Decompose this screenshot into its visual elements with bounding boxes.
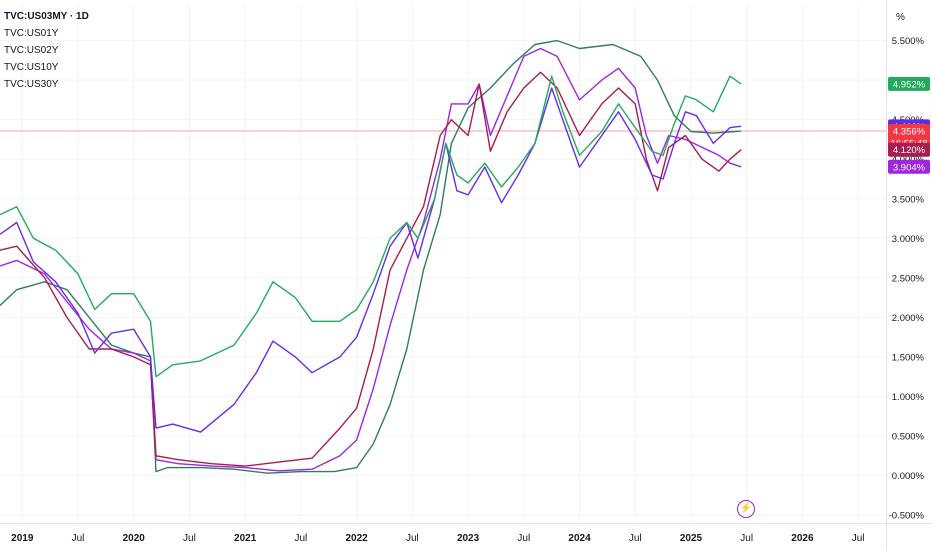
time-tick-label: 2024: [568, 533, 591, 544]
time-tick-label: Jul: [517, 533, 530, 544]
series-line-us01y: [0, 47, 742, 472]
badge-us30y: [888, 76, 930, 91]
price-tick-label: 0.000%: [892, 471, 925, 482]
badge-us01y-label: 3.904%: [893, 162, 926, 173]
badge-us03my-label: 4.356%: [893, 127, 926, 138]
badge-us30y-label: 4.952%: [893, 79, 926, 90]
legend-item-us02y[interactable]: TVC:US02Y: [4, 45, 59, 56]
legend-main-symbol[interactable]: TVC:US03MY · 1D: [4, 11, 89, 22]
time-tick-label: Jul: [406, 533, 419, 544]
time-tick-label: 2020: [123, 533, 146, 544]
time-tick-label: 2026: [791, 533, 814, 544]
time-tick-label: Jul: [852, 533, 865, 544]
percent-scale-button[interactable]: %: [896, 12, 905, 23]
time-tick-label: Jul: [740, 533, 753, 544]
badge-us02y: [888, 142, 930, 157]
time-tick-label: Jul: [72, 533, 85, 544]
price-tick-label: 3.000%: [892, 234, 925, 245]
time-tick-label: Jul: [629, 533, 642, 544]
time-tick-label: 2022: [346, 533, 369, 544]
price-tick-label: -0.500%: [889, 511, 925, 522]
time-tick-label: 2021: [234, 533, 257, 544]
grid: [0, 5, 886, 523]
time-tick-label: Jul: [295, 533, 308, 544]
time-tick-label: Jul: [183, 533, 196, 544]
legend-item-us30y[interactable]: TVC:US30Y: [4, 79, 59, 90]
price-tick-label: 5.500%: [892, 36, 925, 47]
series-line-us30y: [0, 75, 742, 378]
badge-layer: 4.952%4.416%4.356%16:55:484.120%3.904%: [888, 76, 930, 174]
time-tick-label: 2025: [680, 533, 703, 544]
price-tick-label: 0.500%: [892, 432, 925, 443]
series-line-us10y: [0, 87, 742, 433]
legend: TVC:US03MY · 1D TVC:US01Y TVC:US02Y TVC:…: [4, 8, 89, 93]
time-tick-label: 2023: [457, 533, 480, 544]
price-tick-label: 2.500%: [892, 273, 925, 284]
price-tick-label: 1.000%: [892, 392, 925, 403]
legend-item-us10y[interactable]: TVC:US10Y: [4, 62, 59, 73]
series-layer: [0, 39, 742, 474]
price-tick-label: 2.000%: [892, 313, 925, 324]
time-tick-label: 2019: [11, 533, 34, 544]
legend-item-us01y[interactable]: TVC:US01Y: [4, 28, 59, 39]
badge-us02y-label: 4.120%: [893, 145, 926, 156]
price-tick-label: 3.500%: [892, 194, 925, 205]
price-tick-label: 1.500%: [892, 352, 925, 363]
badge-us01y: [888, 159, 930, 174]
series-line-us03my: [0, 39, 742, 474]
lightning-icon[interactable]: ⚡: [737, 500, 755, 518]
